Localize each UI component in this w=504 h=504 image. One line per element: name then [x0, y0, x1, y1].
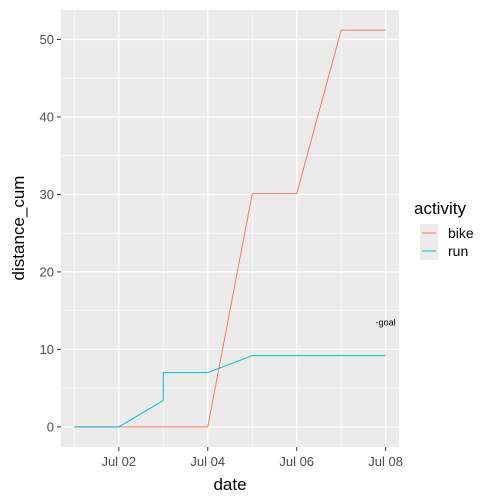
y-tick-label: 0 — [47, 419, 54, 434]
y-tick-label: 50 — [40, 32, 54, 47]
x-tick-label: Jul 02 — [101, 454, 136, 469]
grid-major — [61, 10, 399, 447]
y-axis-title: distance_cum — [9, 176, 28, 281]
series-line-run — [74, 355, 386, 428]
series-layer — [74, 29, 386, 428]
y-axis: 0 10 20 30 40 50 — [40, 32, 61, 434]
x-tick-label: Jul 06 — [279, 454, 314, 469]
legend-title: activity — [414, 199, 466, 218]
x-axis: Jul 02 Jul 04 Jul 06 Jul 08 — [101, 447, 403, 469]
plot-panel — [61, 10, 399, 447]
x-tick-label: Jul 04 — [190, 454, 225, 469]
legend: activity bike run — [414, 199, 474, 260]
y-tick-label: 30 — [40, 187, 54, 202]
x-axis-title: date — [213, 475, 246, 494]
y-tick-label: 10 — [40, 342, 54, 357]
series-line-bike — [74, 29, 386, 428]
x-tick-label: Jul 08 — [368, 454, 403, 469]
legend-label-bike: bike — [448, 225, 474, 241]
legend-label-run: run — [448, 243, 468, 259]
y-tick-label: 40 — [40, 109, 54, 124]
annotation-layer: -goal — [376, 317, 396, 327]
y-tick-label: 20 — [40, 264, 54, 279]
annotation-label: -goal — [376, 317, 396, 327]
